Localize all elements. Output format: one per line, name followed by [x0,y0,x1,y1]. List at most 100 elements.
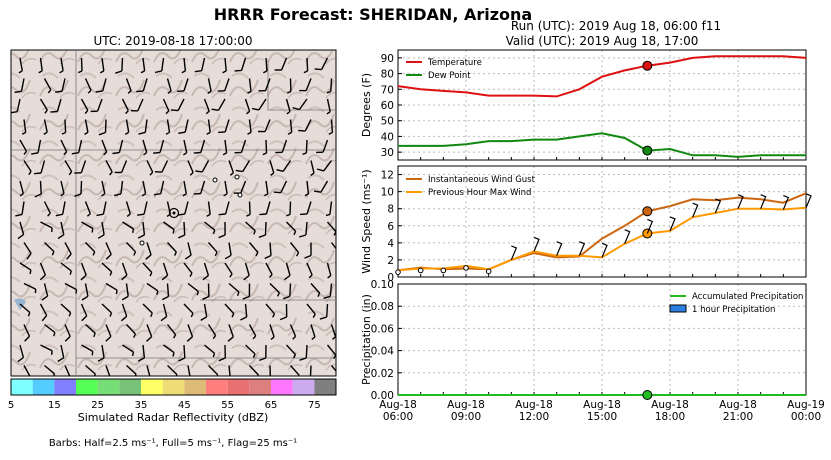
wind-barb [142,303,153,314]
wind-barb-feather [262,152,267,156]
wind-barb-feather [183,152,188,156]
wind-barb-feather [55,90,63,93]
wind-barb-feather [34,172,42,175]
legend-label: Accumulated Precipitation [692,292,803,302]
wind-barb-feather [137,213,145,216]
wind-barb [737,194,744,209]
wind-barb-feather [132,228,135,234]
x-tick-label: 09:00 [451,411,481,423]
wind-barb [105,324,112,337]
wind-barb [60,344,65,358]
wind-barb-feather [105,335,112,342]
wind-barb-feather [314,68,322,71]
wind-barb [326,344,336,356]
wind-barb [310,160,315,174]
wind-barb [61,78,66,92]
x-tick-label: 21:00 [723,411,753,423]
wind-barb [142,78,148,92]
wind-barb-feather [55,213,63,217]
y-axis-label: Degrees (F) [360,73,373,137]
wind-barb-feather [246,110,251,115]
wind-barb-feather [96,213,104,217]
wind-barb-feather [156,290,159,295]
wind-barb [60,57,64,71]
wind-barb [289,365,300,376]
y-tick-label: 0.02 [371,368,394,380]
wind-barb [510,245,518,261]
wind-barb [56,98,62,112]
wind-barb [280,180,288,194]
wind-barb-feather [167,90,172,94]
wind-barb [280,57,288,71]
wind-barb-feather [202,274,209,281]
wind-barb [285,262,291,276]
wind-barb-feather [57,234,65,240]
wind-barb-feather [17,356,24,363]
wind-barb [330,78,333,92]
wind-barb-feather [236,291,240,297]
wind-barb [102,78,107,92]
y-tick-label: 8 [387,204,394,216]
wind-barb [23,365,31,376]
wind-barb [264,221,267,236]
wind-barb [289,324,297,337]
wind-barb-feather [292,335,297,340]
wind-barb [96,98,103,112]
wind-barb-feather [333,354,336,359]
wind-barb-feather [24,335,30,342]
wind-barb-feather [29,269,32,275]
colorbar-swatch [32,379,55,395]
wind-barb-feather [212,353,216,358]
wind-barb [80,160,87,174]
wind-barb-feather [78,70,83,74]
wind-barb-feather [235,169,243,173]
wind-barb [21,201,25,215]
wind-barb-feather [120,315,128,322]
wind-barb [183,303,194,314]
wind-barb-feather [259,213,267,216]
wind-barb [85,242,96,253]
wind-barb-feather [93,332,96,338]
wind-barb-feather [137,234,145,239]
wind-barb-feather [153,151,161,154]
wind-barb-feather [246,213,251,217]
wind-barb-feather [338,376,340,380]
wind-barb-feather [93,373,96,376]
wind-barb-feather [39,274,46,281]
wind-barb [304,119,312,132]
wind-barb [81,344,94,353]
wind-barb-feather [81,315,88,322]
wind-barb [326,221,336,233]
temperature-current-marker [642,60,653,71]
wind-barb [39,57,43,71]
wind-barb-feather [109,171,113,176]
wind-barb-feather [202,295,210,300]
wind-barb [84,119,89,133]
wind-barb [228,242,232,256]
wind-barb [43,283,49,297]
wind-barb-feather [325,213,331,217]
wind-barb-feather [193,151,201,154]
wind-barb [120,180,124,194]
wind-barb-feather [97,234,105,239]
wind-barb-feather [186,336,193,342]
wind-barb-feather [252,353,256,358]
wind-barb-feather [165,131,170,135]
wind-barb-feather [182,193,187,197]
wind-barb [125,201,131,215]
calm-wind-marker [485,268,492,275]
wind-barb [330,324,336,338]
wind-barb-feather [150,312,153,318]
wind-barb-feather [214,251,218,257]
wind-barb [782,194,790,210]
wind-barb-feather [127,90,132,94]
wind-barb-feather [140,70,145,74]
wind-barb [285,98,291,112]
wind-barb [121,262,128,276]
y-tick-label: 10 [381,187,394,199]
colorbar-swatch [76,379,98,395]
wind-barb [187,242,192,256]
wind-barb [23,119,27,133]
wind-barb [207,324,217,336]
colorbar-tick-label: 35 [135,400,148,411]
